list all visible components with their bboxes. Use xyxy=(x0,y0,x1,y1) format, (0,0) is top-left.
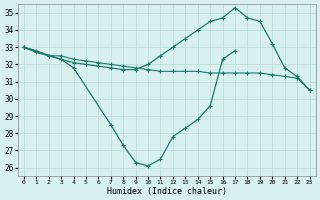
X-axis label: Humidex (Indice chaleur): Humidex (Indice chaleur) xyxy=(107,187,227,196)
